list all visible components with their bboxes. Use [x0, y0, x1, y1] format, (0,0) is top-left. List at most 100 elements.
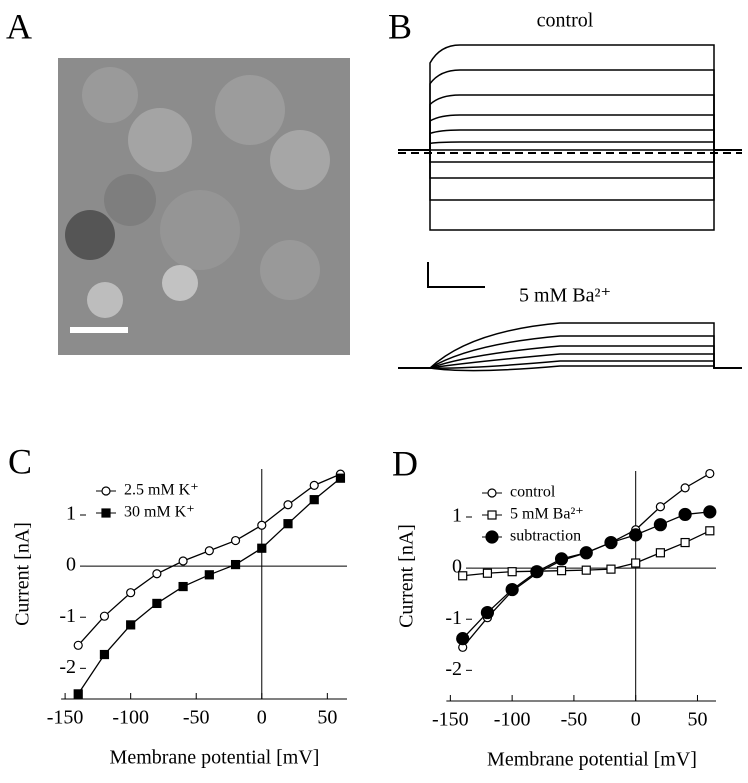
marker: [678, 507, 692, 522]
y-tick-label: -1: [445, 607, 462, 629]
marker: [505, 582, 519, 597]
x-tick-label: -100: [494, 709, 531, 731]
x-axis-label: Membrane potential [mV]: [487, 749, 697, 771]
x-tick-label: 50: [317, 707, 337, 729]
series-line: [462, 472, 711, 648]
marker: [101, 486, 111, 496]
marker: [487, 488, 497, 498]
scale-bar: [427, 262, 485, 288]
series-line: [462, 511, 710, 640]
trace: [398, 94, 742, 151]
marker: [257, 520, 267, 530]
series-line: [77, 477, 341, 695]
marker: [680, 483, 690, 493]
marker: [653, 518, 668, 532]
y-tick-label: 0: [452, 556, 462, 578]
legend-label: control: [510, 484, 556, 501]
micrograph: [58, 58, 350, 355]
y-tick-label: -1: [59, 605, 76, 627]
marker: [456, 632, 470, 646]
trace: [398, 141, 742, 151]
marker: [655, 548, 666, 558]
marker: [152, 569, 162, 579]
marker: [257, 543, 267, 553]
y-tick-label: 0: [66, 554, 76, 576]
panel-label: D: [392, 443, 418, 483]
panel-label: C: [8, 441, 32, 481]
marker: [99, 649, 110, 660]
panel-label: A: [6, 6, 32, 46]
marker: [530, 565, 544, 579]
marker: [487, 510, 497, 520]
trace-label: control: [537, 10, 594, 32]
marker: [579, 546, 593, 560]
marker: [230, 535, 241, 546]
panel-label: B: [388, 6, 412, 46]
y-tick-label: -2: [59, 656, 76, 678]
marker: [152, 598, 162, 609]
current-traces: [398, 44, 742, 372]
marker: [705, 526, 715, 536]
x-tick-label: -150: [432, 709, 469, 731]
y-tick-label: 1: [66, 503, 76, 525]
trace: [398, 322, 742, 369]
legend-label: 2.5 mM K⁺: [124, 482, 199, 499]
x-tick-label: -150: [47, 707, 84, 729]
marker: [101, 508, 111, 518]
marker: [485, 530, 499, 544]
y-axis-label: Current [nA]: [12, 522, 34, 626]
marker: [309, 495, 319, 505]
marker: [230, 559, 241, 570]
marker: [631, 558, 641, 568]
legend-label: 30 mM K⁺: [124, 504, 195, 521]
trace: [398, 114, 742, 151]
marker: [283, 519, 293, 529]
marker: [458, 571, 468, 581]
marker: [126, 588, 136, 598]
trace: [398, 149, 742, 201]
x-tick-label: 50: [687, 709, 707, 731]
trace: [398, 149, 742, 163]
marker: [703, 505, 717, 519]
x-tick-label: -50: [183, 707, 210, 729]
legend-label: subtraction: [510, 528, 581, 545]
trace: [398, 345, 742, 369]
y-tick-label: 1: [452, 505, 462, 527]
marker: [126, 620, 136, 630]
marker: [655, 502, 666, 512]
marker: [556, 566, 567, 576]
y-tick-label: -2: [445, 658, 462, 680]
marker: [482, 568, 493, 578]
x-tick-label: -50: [561, 709, 588, 731]
trace: [398, 149, 742, 179]
trace: [398, 360, 742, 369]
x-tick-label: 0: [257, 707, 267, 729]
x-tick-label: 0: [631, 709, 641, 731]
trace-label: 5 mM Ba²⁺: [519, 285, 611, 307]
trace: [398, 44, 742, 151]
marker: [629, 528, 643, 542]
y-axis-label: Current [nA]: [396, 524, 418, 628]
marker: [178, 556, 188, 566]
legend-label: 5 mM Ba²⁺: [510, 506, 584, 523]
trace: [398, 335, 742, 369]
marker: [335, 473, 346, 483]
marker: [309, 480, 319, 490]
marker: [507, 567, 517, 577]
marker: [604, 535, 618, 550]
marker: [606, 564, 616, 574]
marker: [480, 605, 495, 620]
trace: [398, 365, 742, 372]
marker: [73, 689, 83, 699]
marker: [204, 570, 214, 580]
marker: [73, 640, 83, 650]
marker: [283, 500, 293, 510]
x-tick-label: -100: [112, 707, 149, 729]
series-line: [77, 473, 341, 646]
x-axis-label: Membrane potential [mV]: [110, 747, 320, 769]
marker: [581, 565, 591, 575]
marker: [554, 552, 569, 566]
trace: [398, 129, 742, 151]
trace: [398, 69, 742, 151]
